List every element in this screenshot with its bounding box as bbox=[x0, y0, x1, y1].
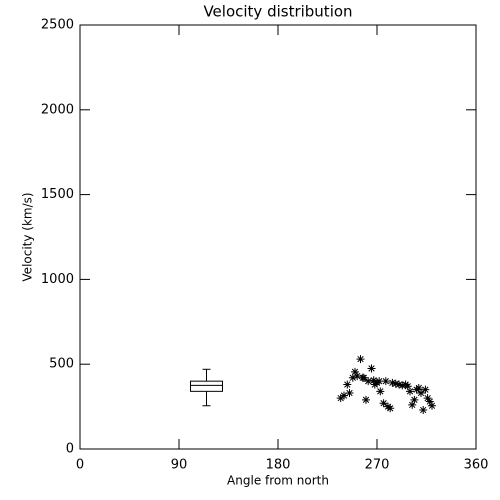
asterisk-marker bbox=[367, 364, 376, 373]
asterisk-marker bbox=[356, 355, 365, 364]
asterisk-marker bbox=[414, 383, 423, 392]
asterisk-marker bbox=[406, 387, 414, 396]
y-tick-label: 0 bbox=[66, 442, 74, 457]
x-tick-label: 180 bbox=[266, 458, 291, 473]
asterisk-marker bbox=[376, 387, 385, 396]
y-axis-label: Velocity (km/s) bbox=[21, 192, 35, 281]
asterisk-marker bbox=[395, 380, 403, 389]
asterisk-marker bbox=[417, 389, 425, 398]
asterisk-marker bbox=[375, 377, 384, 386]
asterisk-marker bbox=[379, 399, 388, 408]
asterisk-marker bbox=[408, 400, 417, 409]
box-body bbox=[190, 380, 223, 392]
asterisk-marker bbox=[425, 397, 434, 406]
y-tick-label: 500 bbox=[49, 357, 74, 372]
x-tick-label: 0 bbox=[76, 458, 84, 473]
asterisk-marker bbox=[362, 395, 370, 404]
asterisk-marker bbox=[351, 367, 359, 376]
x-tick-label: 270 bbox=[365, 458, 390, 473]
asterisk-marker bbox=[348, 373, 357, 382]
asterisk-marker bbox=[343, 380, 352, 389]
asterisk-marker bbox=[386, 404, 395, 413]
asterisk-marker bbox=[381, 377, 390, 386]
y-tick-label: 2000 bbox=[41, 102, 74, 117]
asterisk-marker bbox=[410, 395, 419, 404]
asterisk-marker bbox=[345, 389, 354, 398]
asterisk-marker bbox=[421, 385, 430, 394]
asterisk-marker bbox=[391, 379, 400, 388]
asterisk-marker bbox=[428, 401, 436, 410]
asterisk-marker bbox=[398, 381, 407, 390]
x-axis-label: Angle from north bbox=[227, 474, 329, 488]
asterisk-marker bbox=[403, 382, 412, 391]
asterisk-marker bbox=[388, 378, 397, 387]
y-tick-label: 2500 bbox=[41, 18, 74, 33]
x-tick-label: 360 bbox=[464, 458, 489, 473]
asterisk-marker bbox=[336, 394, 345, 403]
y-tick-label: 1000 bbox=[41, 272, 74, 287]
asterisk-marker bbox=[359, 373, 368, 382]
asterisk-marker bbox=[369, 376, 378, 385]
x-tick-label: 90 bbox=[171, 458, 188, 473]
asterisk-marker bbox=[364, 377, 373, 386]
asterisk-marker bbox=[340, 391, 348, 400]
chart-title: Velocity distribution bbox=[203, 3, 352, 21]
asterisk-marker bbox=[419, 405, 428, 414]
asterisk-marker bbox=[423, 394, 432, 403]
asterisk-marker bbox=[353, 372, 362, 381]
y-tick-label: 1500 bbox=[41, 187, 74, 202]
